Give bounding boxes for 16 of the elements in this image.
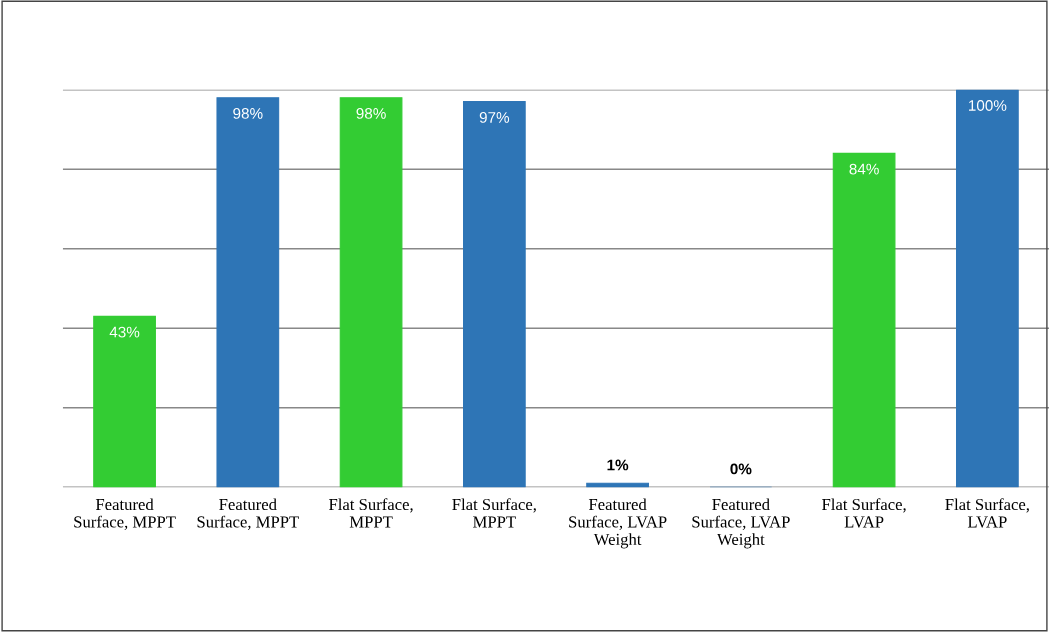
data-label: 0% [730,463,752,475]
data-label: 98% [233,108,263,119]
x-tick-label: Flat Surface, LVAP [945,498,1029,528]
x-tick-label: Featured Surface, MPPT [74,498,176,530]
data-label: 43% [109,326,140,338]
x-tick-label: Flat Surface, MPPT [452,498,536,528]
x-tick-label: Featured Surface, MPPT [197,498,299,530]
data-label: 84% [849,163,879,175]
x-tick-label: Flat Surface, LVAP [822,498,906,528]
data-label: 97% [479,112,510,123]
data-label: 98% [356,108,386,119]
data-label: 1% [607,459,629,471]
x-tick-label: Flat Surface, MPPT [328,498,413,528]
x-tick-label: Featured Surface, LVAP Weight [692,498,790,549]
data-label: 100% [969,100,1007,111]
x-tick-label: Featured Surface, LVAP Weight [569,498,667,549]
